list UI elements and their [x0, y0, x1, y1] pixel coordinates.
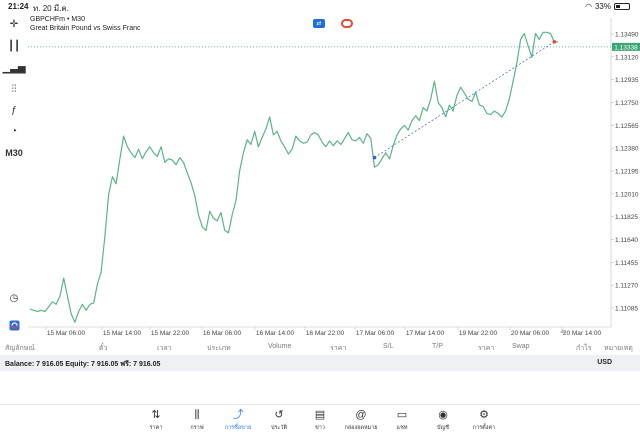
trade-columns-header: สัญลักษณ์ ตั๋ว เวลา ประเภท Volume ราคา S/L T/P ร…	[0, 340, 640, 354]
y-tick-label: 1.11455	[615, 260, 638, 267]
left-toolbar: ✛ ┃┃ ▁▃▅ ⫶⫶ ƒ ◔ M30 ◷	[0, 14, 28, 336]
indicators-icon[interactable]: ⫶⫶	[11, 83, 17, 95]
accounts-icon: ◉	[438, 409, 448, 421]
x-tick-label: 17 Mar 14:00	[406, 330, 445, 336]
x-tick-label: 16 Mar 14:00	[256, 330, 295, 336]
tab-label: การตั้งค่า	[472, 425, 496, 431]
tab-label: ข่าว	[315, 425, 325, 431]
current-price-tag	[612, 42, 640, 51]
status-right: ◠ 33%	[585, 2, 630, 11]
crosshair-icon[interactable]: ✛	[9, 18, 19, 30]
tab-label: แชท	[396, 425, 408, 431]
wifi-icon: ◠	[585, 2, 592, 11]
x-tick-label: 19 Mar 22:00	[459, 330, 498, 336]
symbol-description: Great Britain Pound vs Swiss Franc	[30, 25, 141, 32]
y-tick-label: 1.12380	[615, 146, 639, 153]
column-header[interactable]: ราคา	[478, 345, 495, 352]
one-click-trading-icon[interactable]: ⇄	[313, 19, 325, 28]
y-tick-label: 1.12195	[615, 169, 639, 176]
tab-settings[interactable]: ⚙ การตั้งค่า	[464, 409, 504, 432]
column-header[interactable]: ราคา	[330, 345, 347, 352]
tab-trade[interactable]: ⤴ การซื้อขาย	[218, 409, 258, 432]
y-tick-label: 1.12750	[615, 100, 639, 107]
history-icon: ↺	[274, 409, 284, 421]
column-header[interactable]: S/L	[383, 343, 394, 350]
chart-shift-marker[interactable]	[560, 329, 566, 333]
tab-quotes[interactable]: ⇅ ราคา	[136, 409, 176, 432]
column-header[interactable]: Volume	[268, 343, 292, 350]
x-tick-label: 15 Mar 22:00	[151, 330, 190, 336]
function-icon[interactable]: ƒ	[11, 104, 17, 116]
tab-label: กล่องจดหมาย	[344, 425, 378, 431]
battery-percent: 33%	[594, 2, 611, 11]
balance-currency: USD	[597, 359, 612, 366]
tab-label: ราคา	[149, 425, 163, 431]
y-tick-label: 1.11085	[615, 306, 638, 313]
news-icon: ▤	[314, 409, 326, 421]
y-tick-label: 1.12935	[615, 77, 639, 84]
column-header[interactable]: หมายเหตุ	[604, 345, 633, 352]
bars-icon[interactable]: ▁▃▅	[2, 62, 26, 74]
tab-chats[interactable]: ▭ แชท	[382, 409, 422, 432]
column-header[interactable]: Swap	[512, 343, 530, 350]
tab-label: การซื้อขาย	[224, 425, 252, 431]
x-tick-label: 16 Mar 06:00	[203, 330, 242, 336]
column-header[interactable]: T/P	[432, 343, 443, 350]
tab-mailbox[interactable]: @ กล่องจดหมาย	[341, 409, 381, 432]
trendline[interactable]	[374, 41, 555, 158]
tab-label: บัญชี	[437, 425, 449, 431]
x-tick-label: 20 Mar 06:00	[511, 330, 550, 336]
balance-text: Balance: 7 916.05 Equity: 7 916.05 ฟรี: …	[5, 361, 161, 368]
y-tick-label: 1.11270	[615, 283, 638, 290]
quotes-icon: ⇅	[151, 409, 161, 421]
column-header[interactable]: เวลา	[157, 345, 172, 352]
column-header[interactable]: สัญลักษณ์	[5, 345, 35, 352]
tab-label: กราฟ	[190, 425, 204, 431]
tab-news[interactable]: ▤ ข่าว	[300, 409, 340, 432]
candles-icon[interactable]: ┃┃	[7, 40, 21, 52]
trendline-start-point[interactable]	[372, 155, 377, 160]
trade-icon: ⤴	[232, 409, 244, 421]
gear-icon: ⚙	[479, 409, 489, 421]
battery-icon	[614, 3, 630, 10]
status-time: 21:24	[8, 2, 29, 11]
tab-chart[interactable]: ⫼ กราฟ	[177, 409, 217, 432]
bottom-tab-bar: ⇅ ราคา ⫼ กราฟ ⤴ การซื้อขาย ↺ ประวัติ ▤ ข่าว @ กล่อง…	[0, 404, 640, 447]
y-tick-label: 1.12010	[615, 191, 639, 198]
mailbox-icon: @	[355, 409, 367, 421]
symbol-header: GBPCHFm • M30 Great Britain Pound vs Swi…	[30, 15, 141, 33]
signal-icon[interactable]	[341, 19, 353, 28]
x-tick-label: 16 Mar 22:00	[306, 330, 345, 336]
chart-badges: ⇄	[313, 19, 353, 28]
x-tick-label: 20 Mar 14:00	[563, 330, 602, 336]
y-tick-label: 1.11640	[615, 237, 638, 244]
y-tick-label: 1.11825	[615, 214, 638, 221]
x-tick-label: 15 Mar 14:00	[103, 330, 142, 336]
column-header[interactable]: ประเภท	[207, 345, 231, 352]
column-header[interactable]: กำไร	[576, 345, 592, 352]
price-series-line	[29, 31, 558, 323]
status-date: ท. 20 มี.ค.	[33, 4, 69, 13]
tab-label: ประวัติ	[270, 425, 288, 431]
chart-icon: ⫼	[194, 409, 200, 421]
period-clock-icon[interactable]: ◷	[9, 292, 19, 304]
balance-bar: Balance: 7 916.05 Equity: 7 916.05 ฟรี: …	[0, 355, 640, 371]
x-tick-label: 15 Mar 06:00	[47, 330, 86, 336]
y-tick-label: 1.12565	[615, 123, 639, 130]
x-tick-label: 17 Mar 06:00	[356, 330, 395, 336]
objects-icon[interactable]: ◔	[10, 125, 18, 137]
column-header[interactable]: ตั๋ว	[99, 345, 108, 352]
timeframe-button[interactable]: M30	[5, 148, 23, 158]
price-chart[interactable]: 1.13490 1.13120 1.12935 1.12750 1.12565 1.123…	[0, 14, 640, 336]
symbol-label: GBPCHFm • M30	[30, 16, 85, 23]
current-price-label: 1.13338	[614, 44, 638, 51]
chat-icon: ▭	[396, 409, 408, 421]
status-bar: 21:24 ท. 20 มี.ค. ◠ 33%	[0, 0, 640, 14]
account-logo-icon[interactable]	[5, 317, 23, 333]
y-tick-label: 1.13120	[615, 54, 639, 61]
tab-accounts[interactable]: ◉ บัญชี	[423, 409, 463, 432]
y-tick-label: 1.13490	[615, 32, 639, 39]
trendline-end-point[interactable]	[552, 40, 557, 44]
tab-history[interactable]: ↺ ประวัติ	[259, 409, 299, 432]
